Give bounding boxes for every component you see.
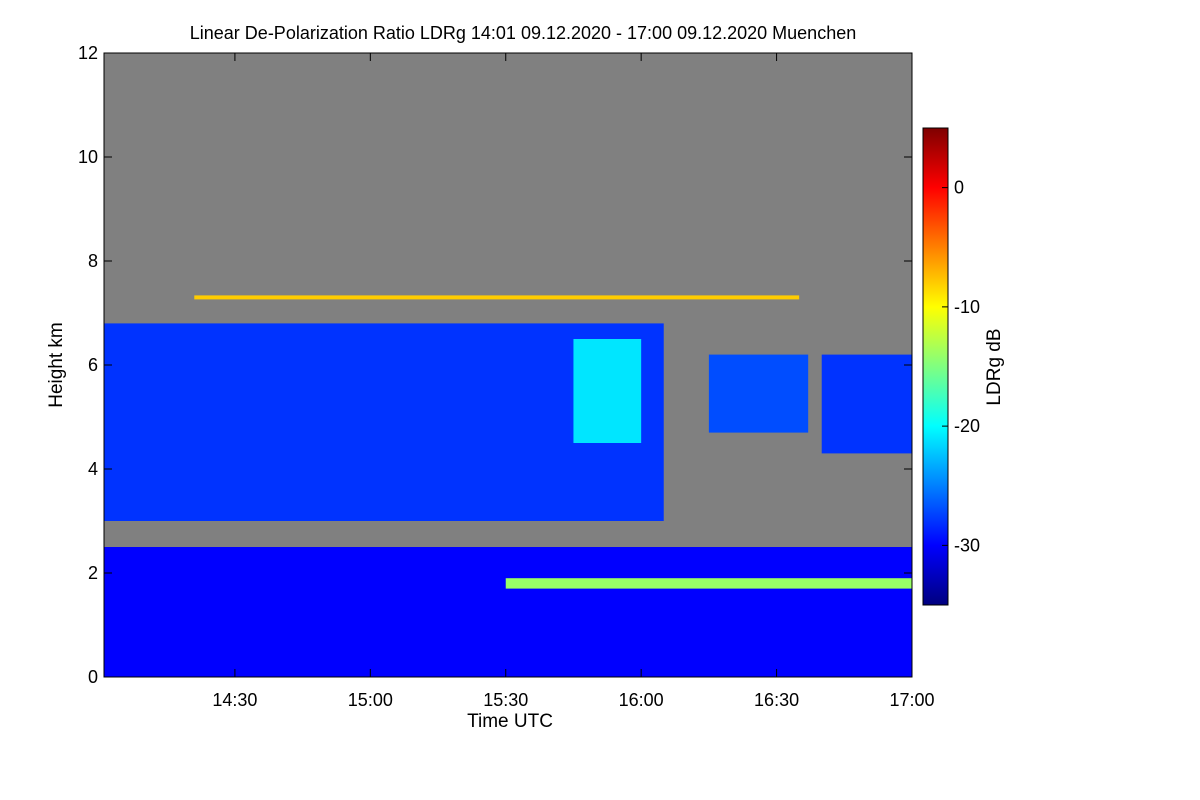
y-tick-label: 2 [88, 563, 98, 583]
colorbar-label: LDRg dB [984, 328, 1005, 405]
feature-region [708, 354, 809, 433]
x-tick-label: 16:30 [754, 690, 799, 710]
y-tick-label: 0 [88, 667, 98, 687]
x-axis: 14:30 15:00 15:30 16:00 16:30 17:00 [212, 53, 935, 710]
feature-region [194, 295, 800, 300]
y-tick-label: 4 [88, 459, 98, 479]
x-tick-label: 15:00 [348, 690, 393, 710]
feature-region [821, 354, 912, 454]
y-tick-label: 8 [88, 251, 98, 271]
plot-area [103, 52, 913, 678]
x-tick-label: 16:00 [619, 690, 664, 710]
feature-region [505, 578, 912, 589]
colorbar-tick-label: 0 [954, 178, 964, 198]
chart-title: Linear De-Polarization Ratio LDRg 14:01 … [190, 23, 856, 43]
feature-region [104, 547, 912, 677]
colorbar-gradient [922, 127, 949, 606]
colorbar-ticks: 0 -10 -20 -30 [942, 178, 980, 555]
x-tick-label: 15:30 [483, 690, 528, 710]
y-tick-label: 6 [88, 355, 98, 375]
y-tick-label: 10 [78, 147, 98, 167]
y-axis: 0 2 4 6 8 10 12 [78, 43, 912, 687]
feature-region [104, 323, 664, 521]
backscatter-features [104, 295, 912, 677]
feature-region [573, 339, 642, 443]
colorbar-tick-label: -30 [954, 535, 980, 555]
colorbar: 0 -10 -20 -30 [922, 127, 980, 606]
y-axis-title: Height km [46, 322, 67, 408]
x-axis-title: Time UTC [467, 711, 553, 732]
y-tick-label: 12 [78, 43, 98, 63]
x-tick-label: 17:00 [889, 690, 934, 710]
colorbar-tick-label: -10 [954, 297, 980, 317]
x-tick-label: 14:30 [212, 690, 257, 710]
colorbar-tick-label: -20 [954, 416, 980, 436]
